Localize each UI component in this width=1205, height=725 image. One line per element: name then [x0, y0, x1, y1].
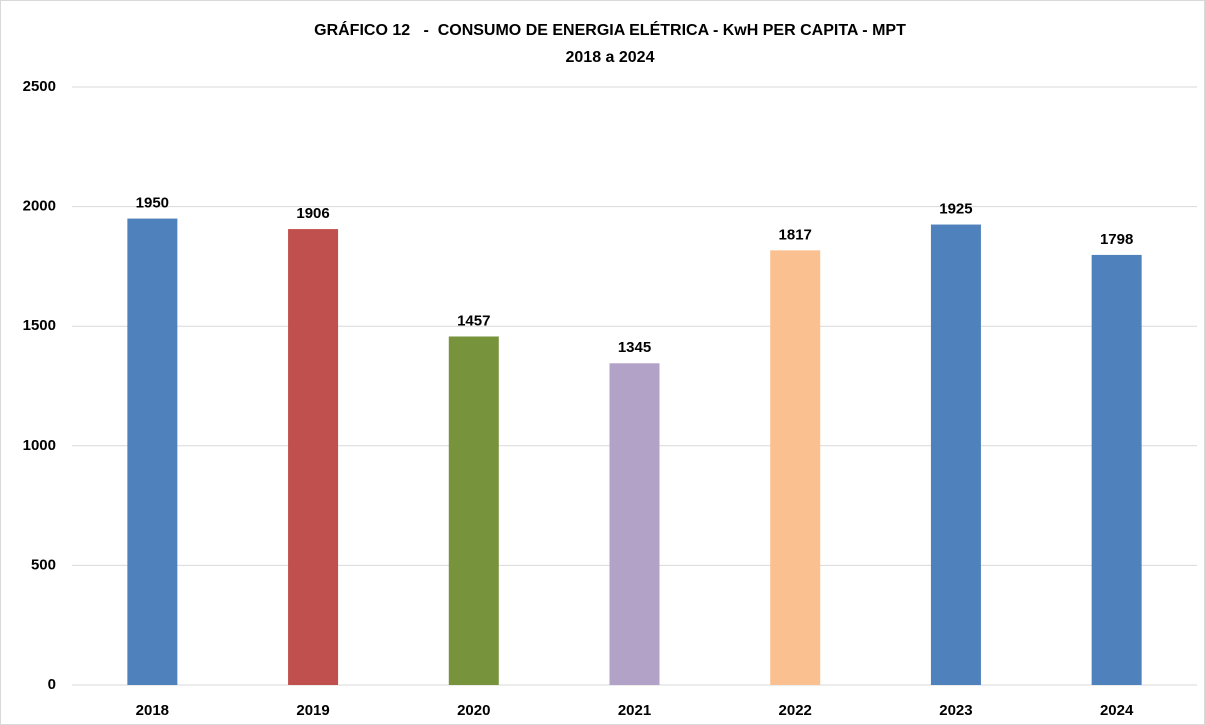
x-tick-label: 2024: [1100, 702, 1134, 719]
chart-title: GRÁFICO 12 - CONSUMO DE ENERGIA ELÉTRICA…: [314, 20, 906, 39]
data-label: 1798: [1100, 231, 1133, 248]
data-label: 1457: [457, 312, 490, 329]
x-tick-label: 2021: [618, 702, 651, 719]
x-tick-label: 2019: [296, 702, 329, 719]
bar: [930, 224, 981, 686]
y-tick-label: 500: [31, 556, 56, 573]
y-tick-label: 1500: [23, 317, 56, 334]
y-tick-label: 0: [48, 676, 56, 693]
x-tick-label: 2022: [779, 702, 812, 719]
x-tick-label: 2020: [457, 702, 490, 719]
data-label: 1345: [618, 339, 651, 356]
bar: [770, 250, 821, 685]
bar: [288, 229, 339, 686]
chart-subtitle: 2018 a 2024: [566, 49, 655, 66]
x-tick-label: 2023: [939, 702, 972, 719]
y-tick-label: 1000: [23, 437, 56, 454]
data-label: 1950: [136, 195, 169, 212]
y-tick-label: 2000: [23, 198, 56, 215]
bar: [609, 363, 660, 685]
data-label: 1906: [296, 205, 329, 222]
bar: [1091, 254, 1142, 685]
data-label: 1925: [939, 201, 972, 218]
bar: [448, 336, 499, 685]
data-label: 1817: [779, 226, 812, 243]
y-tick-label: 2500: [23, 78, 56, 95]
bar: [127, 218, 178, 685]
x-tick-label: 2018: [136, 702, 169, 719]
